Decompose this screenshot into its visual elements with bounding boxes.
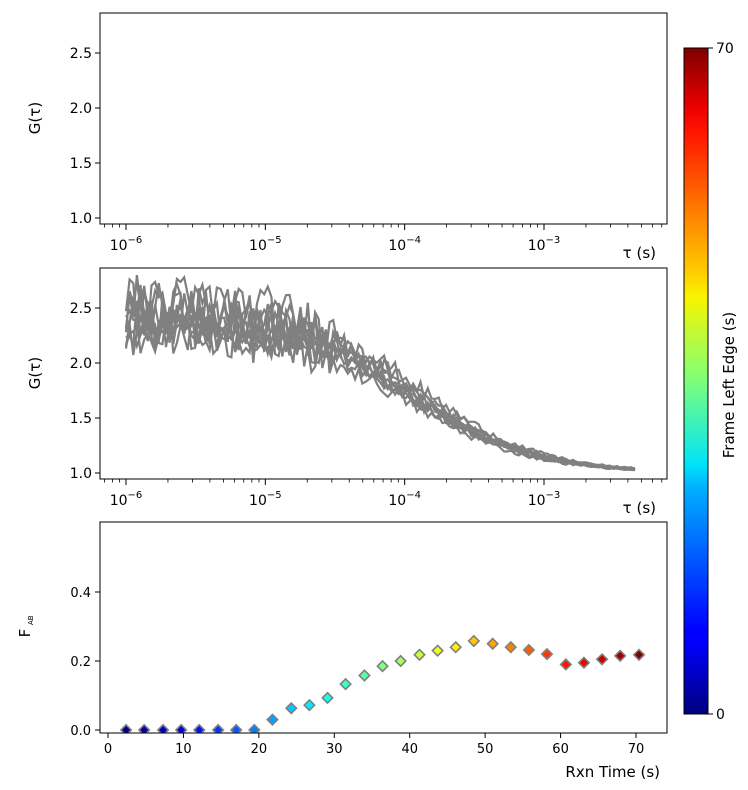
fab-point (540, 647, 554, 661)
panel-middle-ylabel: G(τ) (26, 357, 44, 389)
panel-top-axes: 10−6 10−5 10−4 10−3 1.0 1.5 2.0 2.5 (70, 46, 663, 254)
fab-point (248, 723, 261, 733)
x-tick-label: 10 (175, 742, 192, 757)
fab-point (577, 656, 591, 670)
fab-point (504, 640, 518, 654)
x-tick-label: 40 (401, 742, 418, 757)
y-tick-label: 1.0 (70, 211, 92, 227)
panel-top-xlabel: τ (s) (623, 244, 656, 262)
panel-bottom-xlabel: Rxn Time (s) (565, 763, 660, 781)
y-tick-label: 2.5 (70, 301, 92, 317)
panel-middle-correlation-fit: 10−6 10−5 10−4 10−3 1.0 1.5 2.0 2.5 G(τ) τ (s) (26, 267, 668, 517)
panel-middle-xlabel: τ (s) (623, 499, 656, 517)
fab-point (137, 723, 151, 733)
x-tick-label: 50 (477, 742, 494, 757)
colorbar: 70 0 Frame Left Edge (s) (683, 41, 738, 723)
fab-point (266, 713, 279, 726)
fab-point (522, 643, 536, 657)
panel-top-correlation-raw: 10−6 10−5 10−4 10−3 1.0 1.5 2.0 2.5 G(τ) τ (s) (26, 12, 668, 262)
x-tick-label: 60 (552, 742, 569, 757)
fab-point (376, 659, 389, 673)
x-tick-label: 10−3 (528, 235, 561, 254)
y-tick-label: 2.5 (70, 46, 92, 62)
y-tick-label: 1.5 (70, 411, 92, 427)
fab-point (486, 637, 500, 651)
y-tick-label: 1.0 (70, 466, 92, 482)
y-tick-label: 0.2 (70, 655, 91, 670)
y-tick-label: 0.0 (70, 724, 91, 739)
panel-bottom-fab-vs-time: 0 10 20 30 40 50 60 70 0.0 0.2 0.4 Rxn Time (s) F … (16, 521, 668, 781)
panel-top-frame (99, 12, 668, 225)
panel-middle-frame (99, 267, 668, 480)
colorbar-max-label: 70 (716, 41, 734, 57)
fab-point (303, 698, 316, 712)
fab-point (321, 691, 334, 705)
fab-point (156, 723, 170, 733)
fab-point (559, 658, 573, 671)
panel-bottom-frame (99, 521, 668, 734)
fab-point (595, 652, 609, 666)
panel-middle-axes: 10−6 10−5 10−4 10−3 1.0 1.5 2.0 2.5 (70, 301, 663, 509)
fab-point (229, 723, 243, 733)
fab-point (613, 649, 627, 663)
panel-bottom-points (119, 634, 646, 733)
x-tick-label: 0 (104, 742, 112, 757)
fab-point (632, 648, 646, 662)
y-tick-label: 1.5 (70, 156, 92, 172)
fab-point (339, 677, 352, 691)
x-tick-label: 10−4 (388, 490, 421, 509)
colorbar-min-label: 0 (716, 707, 725, 723)
panel-bottom-ylabel-sub: AB (27, 615, 35, 625)
x-tick-label: 10−3 (528, 490, 561, 509)
x-tick-label: 20 (251, 742, 268, 757)
panel-bottom-ylabel: F AB (16, 615, 35, 637)
fab-point (192, 723, 206, 733)
fab-point (467, 634, 481, 648)
fab-point (449, 640, 463, 654)
colorbar-gradient (683, 47, 709, 715)
fab-point (358, 669, 371, 682)
y-tick-label: 2.0 (70, 356, 92, 372)
x-tick-label: 70 (628, 742, 645, 757)
fab-point (394, 654, 407, 668)
fab-point (413, 648, 426, 662)
panel-top-ylabel: G(τ) (26, 102, 44, 134)
y-tick-label: 2.0 (70, 101, 92, 117)
colorbar-label: Frame Left Edge (s) (720, 312, 738, 459)
fab-point (119, 723, 133, 733)
x-tick-label: 10−4 (388, 235, 421, 254)
fab-point (431, 644, 444, 657)
fab-point (211, 723, 225, 733)
panel-middle-series (124, 274, 636, 472)
panel-bottom-axes: 0 10 20 30 40 50 60 70 0.0 0.2 0.4 (70, 586, 644, 757)
x-tick-label: 10−6 (110, 490, 143, 509)
fab-point (174, 723, 188, 733)
x-tick-label: 10−5 (249, 490, 282, 509)
raw-data-series (125, 281, 636, 471)
x-tick-label: 10−5 (249, 235, 282, 254)
x-tick-label: 10−6 (110, 235, 143, 254)
y-tick-label: 0.4 (70, 586, 91, 601)
fab-point (284, 701, 298, 715)
x-tick-label: 30 (326, 742, 343, 757)
panel-bottom-ylabel-main: F (16, 629, 34, 638)
